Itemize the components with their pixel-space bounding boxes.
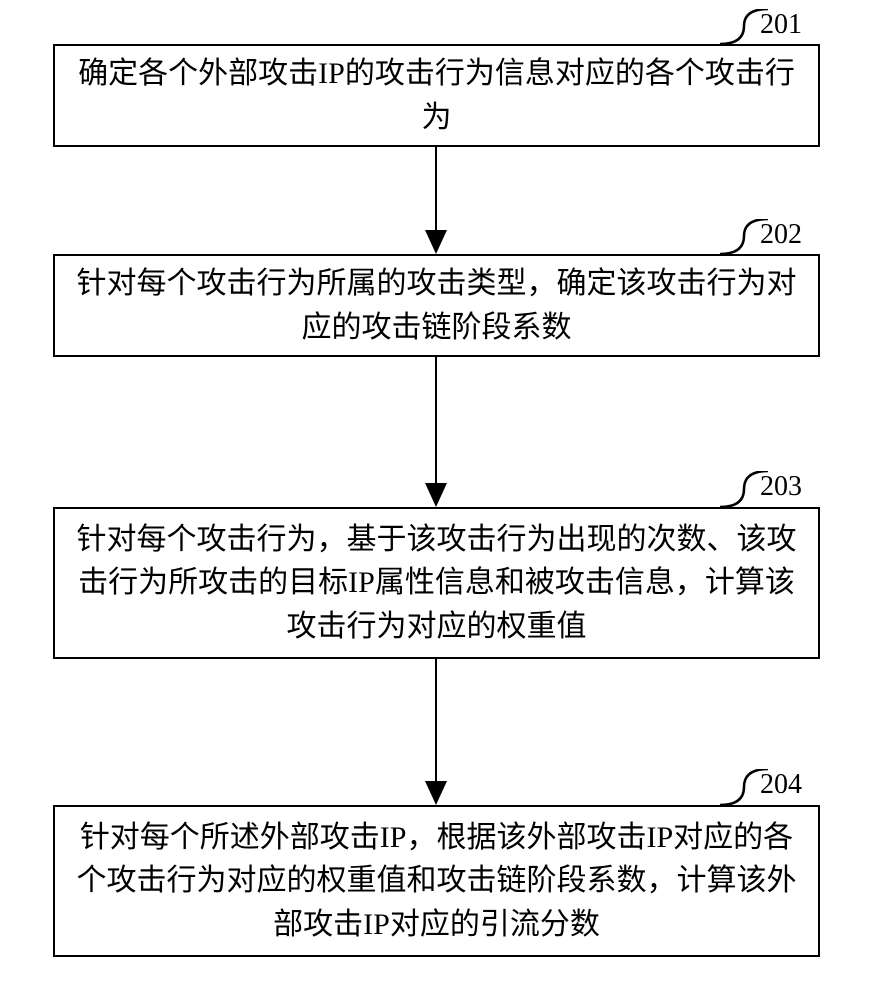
step2-box: 针对每个攻击行为所属的攻击类型，确定该攻击行为对应的攻击链阶段系数 bbox=[53, 254, 820, 357]
arrow-2 bbox=[425, 357, 447, 507]
arrow-1-head bbox=[425, 230, 447, 254]
flowchart-container: 201 确定各个外部攻击IP的攻击行为信息对应的各个攻击行为 202 针对每个攻… bbox=[0, 0, 895, 1000]
step3-text: 针对每个攻击行为，基于该攻击行为出现的次数、该攻击行为所攻击的目标IP属性信息和… bbox=[73, 518, 800, 649]
step2-label: 202 bbox=[760, 219, 802, 251]
step4-label: 204 bbox=[760, 769, 802, 801]
step4-text: 针对每个所述外部攻击IP，根据该外部攻击IP对应的各个攻击行为对应的权重值和攻击… bbox=[73, 816, 800, 947]
step3-label: 203 bbox=[760, 471, 802, 503]
arrow-2-head bbox=[425, 483, 447, 507]
step1-box: 确定各个外部攻击IP的攻击行为信息对应的各个攻击行为 bbox=[53, 44, 820, 147]
step4-box: 针对每个所述外部攻击IP，根据该外部攻击IP对应的各个攻击行为对应的权重值和攻击… bbox=[53, 805, 820, 957]
arrow-3-head bbox=[425, 781, 447, 805]
step3-box: 针对每个攻击行为，基于该攻击行为出现的次数、该攻击行为所攻击的目标IP属性信息和… bbox=[53, 507, 820, 659]
arrow-1 bbox=[425, 147, 447, 254]
arrow-3 bbox=[425, 659, 447, 805]
arrow-3-line bbox=[435, 659, 438, 781]
arrow-2-line bbox=[435, 357, 438, 483]
step1-text: 确定各个外部攻击IP的攻击行为信息对应的各个攻击行为 bbox=[73, 52, 800, 139]
step1-label: 201 bbox=[760, 9, 802, 41]
step2-text: 针对每个攻击行为所属的攻击类型，确定该攻击行为对应的攻击链阶段系数 bbox=[73, 262, 800, 349]
arrow-1-line bbox=[435, 147, 438, 230]
